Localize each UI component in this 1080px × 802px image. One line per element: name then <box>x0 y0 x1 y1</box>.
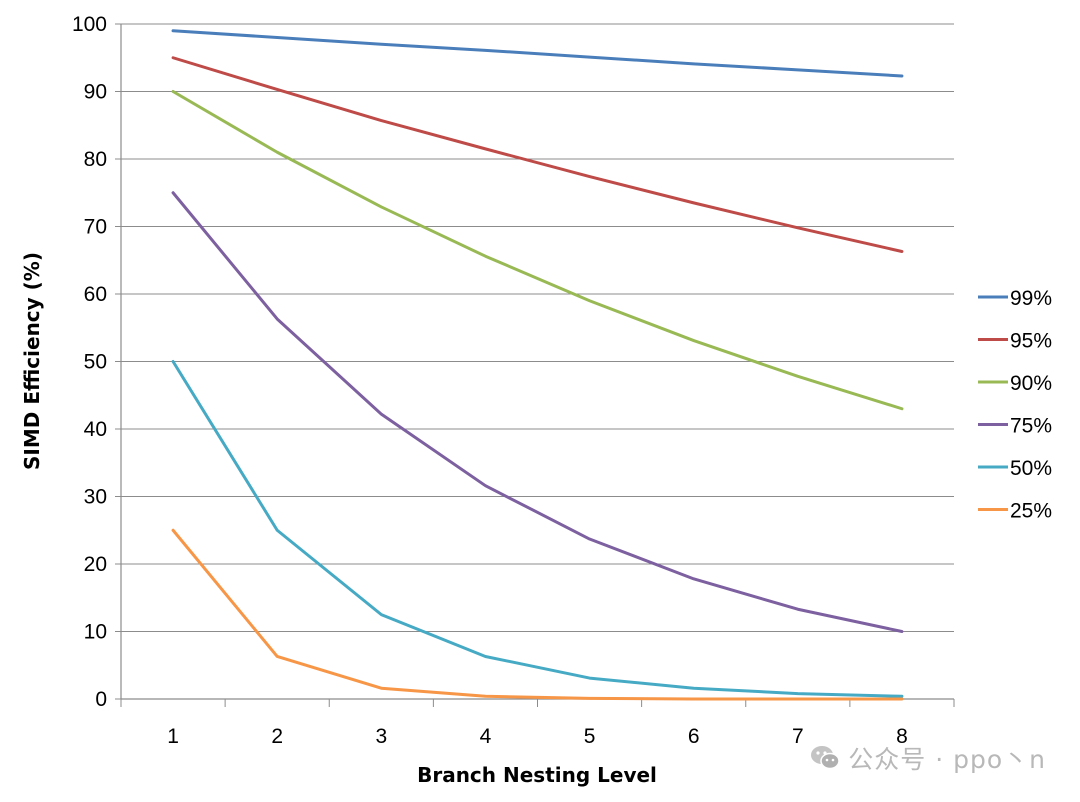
legend-label-99pct: 99% <box>1010 287 1052 310</box>
y-tick-label: 30 <box>84 486 107 509</box>
series-line-50pct <box>171 360 904 698</box>
grid-lines <box>121 23 954 632</box>
series-line-90pct <box>171 90 904 411</box>
x-tick-label: 1 <box>167 725 179 748</box>
series-line-95pct <box>171 56 904 253</box>
x-tick-label: 8 <box>896 725 908 748</box>
y-tick-label: 0 <box>95 688 107 711</box>
legend: 99% 95% 90% 75% 50% 25% <box>978 287 1052 523</box>
legend-label-50pct: 50% <box>1010 457 1052 480</box>
x-tick-label: 4 <box>480 725 492 748</box>
y-tick-label: 10 <box>84 621 107 644</box>
series-lines <box>171 29 904 701</box>
watermark: 公众号 · ppo丶n <box>810 740 1046 776</box>
x-tick-label: 5 <box>584 725 596 748</box>
watermark-text: 公众号 · ppo丶n <box>848 745 1046 774</box>
legend-label-75pct: 75% <box>1010 415 1052 438</box>
tick-labels: 0 10 20 30 40 50 60 70 80 90 100 1 2 3 4 5 6 7 8 <box>72 13 908 748</box>
series-line-75pct <box>171 191 904 633</box>
x-axis-title: Branch Nesting Level <box>417 763 657 787</box>
series-line-99pct <box>171 29 904 78</box>
wechat-icon <box>811 746 841 770</box>
y-axis-title: SIMD Efficiency (%) <box>20 252 44 470</box>
legend-label-95pct: 95% <box>1010 330 1052 353</box>
y-tick-label: 20 <box>84 553 107 576</box>
y-tick-label: 90 <box>84 81 107 104</box>
y-tick-label: 40 <box>84 418 107 441</box>
x-tick-label: 7 <box>792 725 804 748</box>
legend-label-90pct: 90% <box>1010 372 1052 395</box>
axes <box>115 23 955 707</box>
series-line-25pct <box>171 528 904 701</box>
y-tick-label: 70 <box>84 216 107 239</box>
x-tick-label: 2 <box>271 725 283 748</box>
y-tick-label: 80 <box>84 148 107 171</box>
y-tick-label: 50 <box>84 351 107 374</box>
x-tick-label: 3 <box>375 725 387 748</box>
y-tick-label: 60 <box>84 283 107 306</box>
y-tick-label: 100 <box>72 13 107 36</box>
legend-label-25pct: 25% <box>1010 500 1052 523</box>
x-tick-label: 6 <box>688 725 700 748</box>
